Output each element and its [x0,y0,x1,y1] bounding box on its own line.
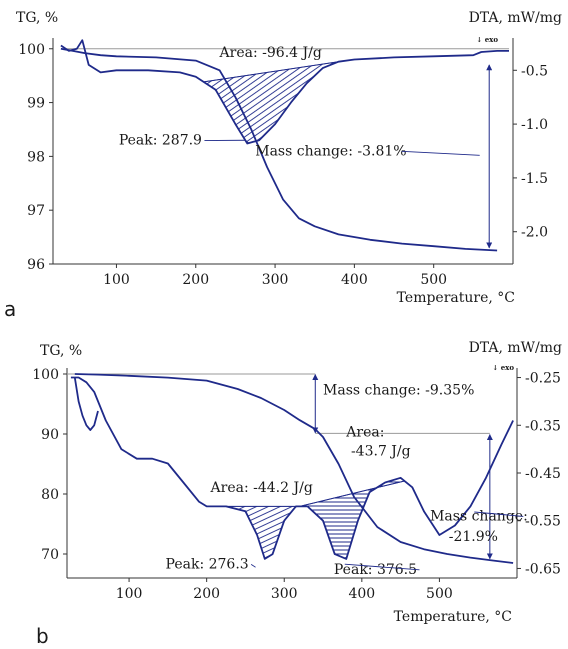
tg-curve [74,373,514,564]
annotation-label: Peak: 276.3 [166,556,249,572]
y-axis-label-right: DTA, mW/mg [469,340,562,356]
annotation-leader-line [344,563,420,571]
y-tick-label-left: 70 [41,547,59,563]
peak-area-baseline [203,60,343,83]
annotation-label: Peak: 376.5 [334,562,417,578]
annotation-label: Area: -96.4 J/g [219,45,322,61]
y-tick-label-right: -0.65 [525,561,561,577]
annotation-label: Mass change: -3.81% [255,143,406,159]
x-tick-label: 100 [116,586,143,602]
y-axis-label-left: TG, % [40,343,82,359]
annotation-label: Mass change: -9.35% [323,382,474,398]
annotation-label: Area: [345,424,384,440]
annotation-label: -21.9% [449,529,498,545]
y-tick-label-left: 100 [32,367,59,383]
tg-curve [60,47,498,252]
y-tick-label-left: 90 [41,427,59,443]
peak-area-hatch [202,60,343,144]
exo-marker: ↓ exo [476,35,498,44]
x-axis-label: Temperature, °C [397,290,515,306]
y-tick-label-right: -0.55 [525,514,561,530]
x-tick-label: 400 [341,272,368,288]
peak-area-hatch [206,506,300,560]
y-axis-label-left: TG, % [16,10,58,26]
annotation-leader-line [474,511,524,517]
x-tick-label: 300 [262,272,289,288]
x-tick-label: 500 [426,586,453,602]
y-tick-label-left: 100 [18,42,45,58]
dta-curve [60,39,509,145]
dta-curve [70,376,514,560]
annotation-leader-line [401,150,480,156]
panel-label-a: a [4,297,16,321]
x-tick-label: 400 [348,586,375,602]
y-tick-label-right: -0.35 [525,418,561,434]
x-tick-label: 500 [420,272,447,288]
y-tick-label-right: -2.0 [521,225,548,241]
exo-marker: ↓ exo [492,363,514,372]
chart-panel-a: TG, % DTA, mW/mg ↓ exo Temperature, °C a… [4,10,562,321]
panel-label-b: b [36,624,49,648]
x-tick-label: 200 [193,586,220,602]
dta-curve [73,377,99,431]
y-tick-label-right: -1.5 [521,171,548,187]
peak-area-hatch [299,477,406,559]
y-tick-label-right: -0.25 [525,371,561,387]
y-tick-label-left: 97 [27,203,45,219]
x-tick-label: 100 [103,272,130,288]
annotation-leader-line [250,564,256,568]
annotation-label: Peak: 287.9 [119,133,202,149]
x-tick-label: 200 [182,272,209,288]
annotation-label: Area: -44.2 J/g [210,480,313,496]
y-tick-label-left: 96 [27,257,45,273]
x-tick-label: 300 [271,586,298,602]
y-axis-label-right: DTA, mW/mg [469,10,562,26]
y-tick-label-right: -0.5 [521,63,548,79]
y-tick-label-right: -0.45 [525,466,561,482]
annotation-label: -43.7 J/g [351,444,411,460]
chart-panel-b: TG, % DTA, mW/mg ↓ exo Temperature, °C b… [32,340,562,648]
y-tick-label-left: 98 [27,149,45,165]
y-tick-label-right: -1.0 [521,117,548,133]
annotation-label: Mass change: [430,508,528,524]
x-axis-label: Temperature, °C [394,609,512,625]
y-tick-label-left: 80 [41,487,59,503]
y-tick-label-left: 99 [27,96,45,112]
